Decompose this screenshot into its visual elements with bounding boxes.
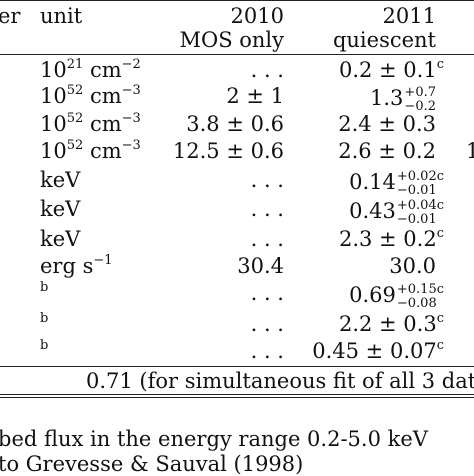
asym-error: +0.02 −0.01 (396, 169, 437, 198)
header-param: er (0, 4, 21, 28)
truncated-cell: 1 (466, 139, 474, 163)
value-2010: . . . (250, 197, 284, 221)
unit-cell: b (40, 338, 49, 353)
footnote-marker: c (436, 198, 444, 214)
asym-error: +0.15 −0.08 (396, 282, 437, 311)
value-2011: 1.3 +0.7 −0.2 (370, 85, 436, 114)
footnote-marker: c (436, 311, 444, 326)
footer-row-text: 0.71 (for simultaneous fit of all 3 data (86, 369, 474, 393)
value-2010: 12.5 ± 0.6 (172, 139, 284, 163)
value-2011: 0.14 +0.02 −0.01 c (349, 169, 444, 198)
note-line-1: bed flux in the energy range 0.2-5.0 keV (0, 427, 428, 451)
value-2010: . . . (250, 168, 284, 192)
unit-cell: 1021 cm−2 (40, 57, 141, 82)
value-2011: 2.6 ± 0.2 (338, 139, 436, 163)
footnote-marker: c (436, 226, 444, 241)
value-2011: 0.43 +0.04 −0.01 c (349, 198, 444, 227)
unit-cell: keV (40, 227, 81, 251)
header-2011-year: 2011 (382, 4, 436, 28)
value-2011: 2.4 ± 0.3 (338, 112, 436, 136)
value-2010: . . . (250, 312, 284, 336)
value-2010: . . . (250, 58, 284, 82)
value-2010: 30.4 (237, 254, 284, 278)
unit-cell: 1052 cm−3 (40, 83, 141, 108)
unit-cell: 1052 cm−3 (40, 111, 141, 136)
unit-cell: 1052 cm−3 (40, 138, 141, 163)
body-rule (0, 366, 474, 367)
value-2010: 3.8 ± 0.6 (186, 112, 284, 136)
value-2011: 0.69 +0.15 −0.08 c (349, 282, 444, 311)
bottom-rule-2 (0, 397, 474, 398)
footnote-marker: c (436, 57, 444, 72)
value-2010: . . . (250, 281, 284, 305)
footnote-marker: c (436, 338, 444, 353)
value-2011: 0.2 ± 0.1c (338, 57, 444, 82)
header-rule (0, 54, 474, 55)
header-2011-label: quiescent (332, 28, 436, 52)
value-2011: 2.3 ± 0.2c (338, 226, 444, 251)
asym-error: +0.04 −0.01 (396, 198, 437, 227)
unit-cell: keV (40, 197, 81, 221)
unit-cell: erg s−1 (40, 253, 113, 278)
value-2010: . . . (250, 227, 284, 251)
unit-cell: b (40, 280, 49, 295)
table-top-rule (0, 0, 474, 1)
footnote-marker: c (436, 282, 444, 298)
header-unit: unit (40, 4, 83, 28)
value-2011: 30.0 (389, 254, 436, 278)
value-2010: . . . (250, 339, 284, 363)
footnote-marker: c (436, 169, 444, 185)
value-2011: 2.2 ± 0.3c (338, 311, 444, 336)
asym-error: +0.7 −0.2 (404, 85, 436, 114)
unit-cell: b (40, 311, 49, 326)
value-2010: 2 ± 1 (226, 84, 284, 108)
note-line-2: to Grevesse & Sauval (1998) (0, 452, 304, 476)
header-2010-label: MOS only (179, 28, 284, 52)
value-2011: 0.45 ± 0.07c (312, 338, 444, 363)
header-2010-year: 2010 (230, 4, 284, 28)
bottom-rule (0, 394, 474, 395)
unit-cell: keV (40, 168, 81, 192)
